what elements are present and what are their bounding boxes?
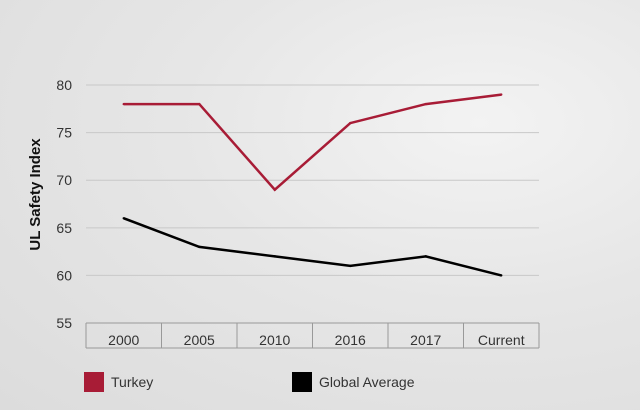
- data-point-global-average-0: [122, 217, 125, 220]
- legend-swatch-global-average: [292, 372, 312, 392]
- data-point-turkey-1: [198, 102, 201, 106]
- x-tick-label-2000: 2000: [108, 332, 139, 348]
- y-tick-label-65: 65: [56, 220, 72, 236]
- gridlines: [86, 84, 539, 276]
- y-tick-label-70: 70: [56, 172, 72, 188]
- series-line-global-average: [123, 217, 502, 277]
- legend-item-turkey: Turkey: [84, 372, 153, 392]
- data-point-global-average-4: [424, 255, 427, 258]
- x-tick-label-current: Current: [478, 332, 525, 348]
- y-axis-title: UL Safety Index: [27, 138, 44, 251]
- y-tick-label-60: 60: [56, 267, 72, 283]
- data-point-turkey-0: [122, 102, 125, 106]
- legend: Turkey Global Average: [84, 372, 604, 396]
- data-point-turkey-2: [273, 188, 276, 191]
- y-tick-label-80: 80: [56, 77, 72, 93]
- x-tick-label-2005: 2005: [184, 332, 215, 348]
- data-point-global-average-3: [349, 264, 352, 268]
- data-point-global-average-5: [500, 274, 503, 277]
- series-lines: [122, 93, 503, 277]
- x-tick-label-2010: 2010: [259, 332, 290, 348]
- x-axis: 2000 2005 2010 2016 2017 Current: [85, 322, 540, 349]
- data-point-turkey-5: [500, 93, 503, 96]
- data-point-turkey-4: [424, 102, 427, 106]
- y-tick-label-55: 55: [56, 315, 72, 331]
- data-point-global-average-2: [273, 255, 276, 258]
- legend-label-turkey: Turkey: [111, 374, 154, 390]
- legend-label-global-average: Global Average: [319, 374, 415, 390]
- legend-item-global-average: Global Average: [292, 372, 414, 392]
- x-tick-label-2017: 2017: [410, 332, 441, 348]
- x-tick-label-2016: 2016: [335, 332, 366, 348]
- y-axis-tick-labels: 55 60 65 70 75 80: [56, 77, 72, 331]
- y-tick-label-75: 75: [56, 125, 72, 141]
- series-line-turkey: [123, 93, 502, 192]
- legend-swatch-turkey: [84, 372, 104, 392]
- data-point-global-average-1: [198, 245, 201, 249]
- data-point-turkey-3: [349, 121, 352, 125]
